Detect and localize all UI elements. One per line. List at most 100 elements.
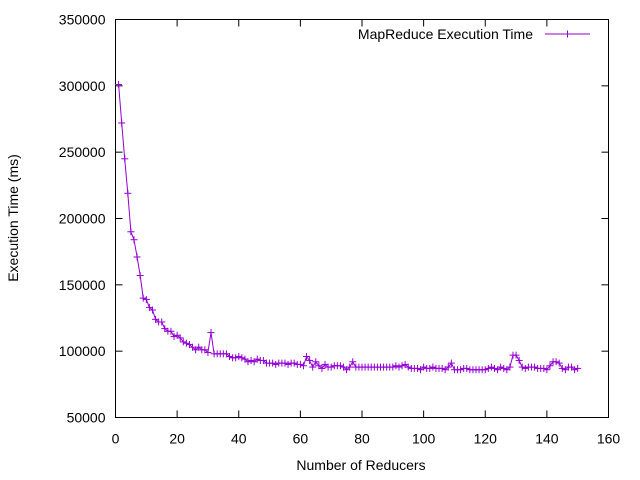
data-point	[327, 363, 335, 371]
data-point	[142, 295, 150, 303]
y-axis-ticks: 50000 100000 150000 200000 250000 300000 35000…	[59, 12, 609, 426]
x-axis-title: Number of Reducers	[296, 457, 425, 473]
y-tick-label: 250000	[59, 144, 106, 160]
series-line	[118, 84, 578, 371]
data-point	[115, 81, 123, 89]
y-tick-label: 100000	[59, 343, 106, 359]
data-point	[309, 363, 317, 371]
data-point	[299, 362, 307, 370]
x-tick-label: 0	[112, 431, 120, 447]
y-tick-label: 150000	[59, 277, 106, 293]
data-point	[395, 363, 403, 371]
data-point	[515, 356, 523, 364]
data-point	[429, 363, 437, 371]
data-point	[121, 155, 129, 163]
y-tick-label: 50000	[67, 410, 106, 426]
data-point	[349, 358, 357, 366]
data-point	[447, 359, 455, 367]
data-point	[167, 327, 175, 335]
data-point	[272, 360, 280, 368]
data-point	[290, 359, 298, 367]
data-point	[170, 333, 178, 341]
data-point	[148, 306, 156, 314]
data-point	[312, 358, 320, 366]
x-tick-label: 100	[412, 431, 436, 447]
data-point	[540, 364, 548, 372]
data-point	[426, 364, 434, 372]
x-tick-label: 160	[597, 431, 621, 447]
data-point	[490, 364, 498, 372]
data-point	[158, 318, 166, 326]
data-point	[546, 362, 554, 370]
data-point	[484, 364, 492, 372]
data-point	[133, 253, 141, 261]
data-point	[124, 189, 132, 197]
data-point	[136, 272, 144, 280]
data-point	[413, 364, 421, 372]
x-tick-label: 80	[354, 431, 370, 447]
data-point	[420, 363, 428, 371]
plot-frame	[115, 19, 609, 418]
data-point	[235, 352, 243, 360]
data-point	[346, 363, 354, 371]
data-point	[176, 334, 184, 342]
data-point	[269, 359, 277, 367]
data-point	[404, 363, 412, 371]
data-point	[318, 364, 326, 372]
data-point	[281, 359, 289, 367]
data-point	[555, 359, 563, 367]
data-point	[518, 363, 526, 371]
data-point	[306, 356, 314, 364]
y-tick-label: 200000	[59, 211, 106, 227]
data-point	[521, 364, 529, 372]
data-point	[207, 329, 215, 337]
data-point	[303, 352, 311, 360]
data-point	[226, 352, 234, 360]
data-point	[438, 364, 446, 372]
data-point	[389, 363, 397, 371]
data-point	[398, 362, 406, 370]
data-point	[500, 364, 508, 372]
data-point	[457, 366, 465, 374]
y-tick-label: 300000	[59, 78, 106, 94]
data-point	[571, 366, 579, 374]
data-point	[481, 366, 489, 374]
data-point	[487, 363, 495, 371]
data-point	[244, 358, 252, 366]
x-tick-label: 60	[293, 431, 309, 447]
x-tick-label: 40	[231, 431, 247, 447]
y-tick-label: 350000	[59, 12, 106, 28]
data-point	[463, 364, 471, 372]
x-tick-label: 140	[535, 431, 559, 447]
data-point	[118, 119, 126, 127]
data-point	[139, 294, 147, 302]
data-point	[531, 363, 539, 371]
series-execution-time	[115, 81, 582, 374]
data-point	[238, 354, 246, 362]
data-point	[543, 366, 551, 374]
data-point	[204, 348, 212, 356]
x-tick-label: 20	[169, 431, 185, 447]
data-point	[392, 362, 400, 370]
data-point	[444, 363, 452, 371]
data-point	[179, 338, 187, 346]
x-tick-label: 120	[474, 431, 498, 447]
data-point	[247, 356, 255, 364]
data-point	[130, 236, 138, 244]
data-point	[506, 363, 514, 371]
data-point	[253, 355, 261, 363]
y-axis-title: Execution Time (ms)	[5, 154, 21, 282]
data-point	[127, 228, 135, 236]
data-point	[574, 364, 582, 372]
x-axis-ticks: 0 20 40 60 80 100 120 140 160	[112, 19, 621, 447]
series-markers	[115, 81, 582, 374]
data-point	[558, 364, 566, 372]
legend: MapReduce Execution Time	[358, 26, 590, 42]
data-point	[552, 358, 560, 366]
data-point	[232, 354, 240, 362]
legend-marker	[564, 30, 571, 38]
data-point	[512, 351, 520, 359]
data-point	[497, 363, 505, 371]
data-point	[336, 362, 344, 370]
